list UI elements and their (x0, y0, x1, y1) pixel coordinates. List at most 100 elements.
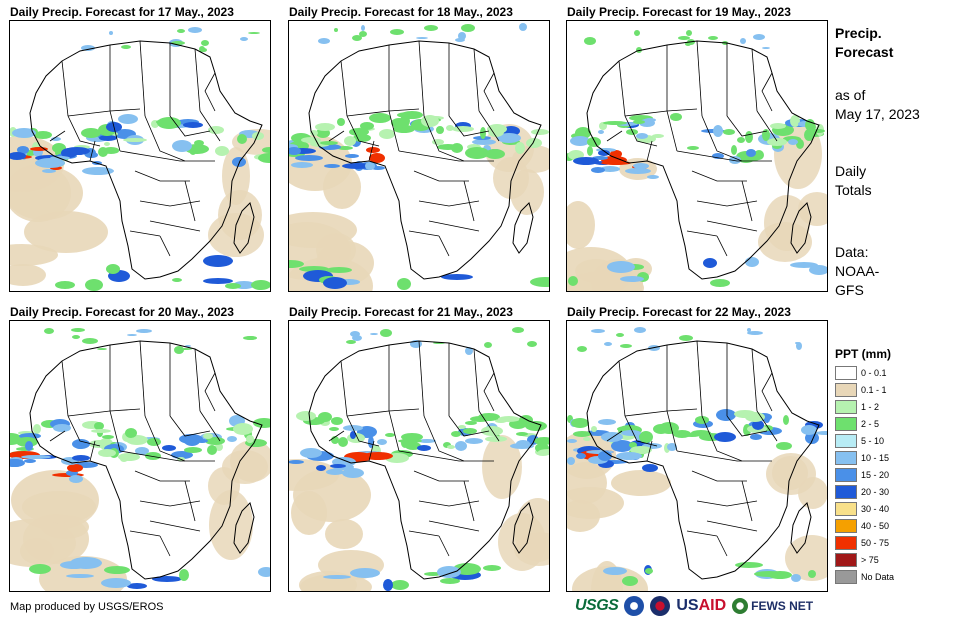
country-border (119, 150, 215, 162)
rain-cell (710, 279, 730, 287)
rain-cell (620, 344, 632, 348)
country-border (418, 500, 480, 507)
country-border (606, 430, 623, 442)
fews-net-label: FEWS NET (751, 599, 814, 613)
rain-cell (196, 439, 208, 443)
country-border (89, 140, 96, 162)
country-border (159, 535, 171, 557)
rain-cell (326, 267, 352, 273)
rain-cell (575, 127, 591, 139)
rain-cell (289, 147, 301, 155)
rain-cell (610, 150, 622, 158)
country-border (418, 340, 425, 417)
country-border (109, 410, 121, 452)
legend-swatch (835, 569, 857, 584)
rain-cell (318, 38, 330, 44)
rain-cell (366, 147, 380, 153)
country-border (463, 180, 475, 222)
rain-cell (458, 425, 466, 429)
country-border (473, 48, 480, 112)
rain-cell (172, 278, 182, 282)
africa-coastline (29, 40, 263, 280)
partner-logos: USGS USAID FEWS NET (575, 596, 813, 616)
rain-cell (571, 418, 589, 428)
rain-cell (567, 457, 575, 465)
rain-cell (801, 425, 817, 435)
product-title: Precip. Forecast (835, 24, 893, 62)
as-of-value: May 17, 2023 (835, 106, 920, 122)
rain-cell (289, 260, 304, 268)
product-title-line2: Forecast (835, 44, 894, 60)
country-border (346, 408, 420, 417)
country-border (204, 372, 216, 412)
country-border (346, 415, 380, 447)
rain-cell (74, 441, 86, 449)
legend-row: 50 - 75 (835, 534, 889, 551)
legend-row: 5 - 10 (835, 432, 884, 449)
rain-cell (99, 135, 117, 141)
legend-label: > 75 (861, 554, 879, 565)
rain-cell (764, 415, 770, 423)
rain-cell (118, 453, 140, 461)
rain-cell (203, 433, 213, 439)
panel-title-20: Daily Precip. Forecast for 20 May., 2023 (10, 305, 234, 319)
rain-cell (629, 442, 637, 448)
rain-cell (246, 435, 254, 443)
country-border (67, 415, 101, 447)
country-border (741, 480, 753, 522)
rain-cell (188, 27, 202, 33)
madagascar-coastline (790, 202, 812, 254)
country-border (139, 340, 146, 417)
rain-cell (600, 166, 620, 172)
rain-cell (485, 436, 507, 442)
rain-cell (248, 32, 260, 34)
country-border (413, 170, 469, 182)
country-border (606, 130, 623, 142)
rain-cell (691, 430, 711, 436)
rain-cell (391, 118, 407, 128)
rain-cell (385, 433, 395, 437)
dry-ocean-area (289, 212, 357, 248)
country-border (428, 220, 480, 232)
country-border (368, 440, 375, 462)
legend-label: 15 - 20 (861, 469, 890, 480)
rain-cell (686, 30, 692, 36)
rain-cell (495, 419, 507, 423)
rain-cell (370, 333, 378, 335)
rain-cell (60, 561, 88, 569)
rain-cell (515, 142, 525, 154)
rain-cell (81, 45, 95, 51)
rain-cell (480, 127, 486, 139)
rain-cell (416, 37, 428, 39)
rain-cell (465, 421, 477, 425)
legend-row: 40 - 50 (835, 517, 889, 534)
rain-cell (642, 464, 658, 472)
rain-cell (368, 436, 374, 448)
rain-cell (127, 334, 137, 336)
madagascar-coastline (233, 202, 255, 254)
rain-cell (796, 139, 804, 149)
country-border (149, 520, 201, 532)
rain-cell (94, 422, 104, 430)
dry-ocean-area (289, 459, 339, 491)
rain-cell (745, 257, 759, 267)
rain-cell (630, 446, 652, 454)
country-border (144, 115, 186, 162)
country-border (67, 408, 141, 417)
rain-cell (398, 439, 422, 443)
rain-cell (24, 459, 36, 463)
rain-cell (349, 128, 369, 136)
country-border (701, 415, 743, 462)
country-border (184, 480, 196, 522)
legend-row: 15 - 20 (835, 466, 889, 483)
country-border (169, 115, 211, 137)
forecast-map-22 (566, 320, 828, 592)
rain-cell (365, 162, 375, 170)
country-border (448, 115, 490, 137)
rain-cell (519, 23, 527, 31)
rain-cell (788, 139, 798, 145)
country-border (741, 180, 753, 222)
rain-cell (345, 154, 359, 158)
rain-cell (85, 279, 103, 291)
totals-line2: Totals (835, 182, 872, 198)
